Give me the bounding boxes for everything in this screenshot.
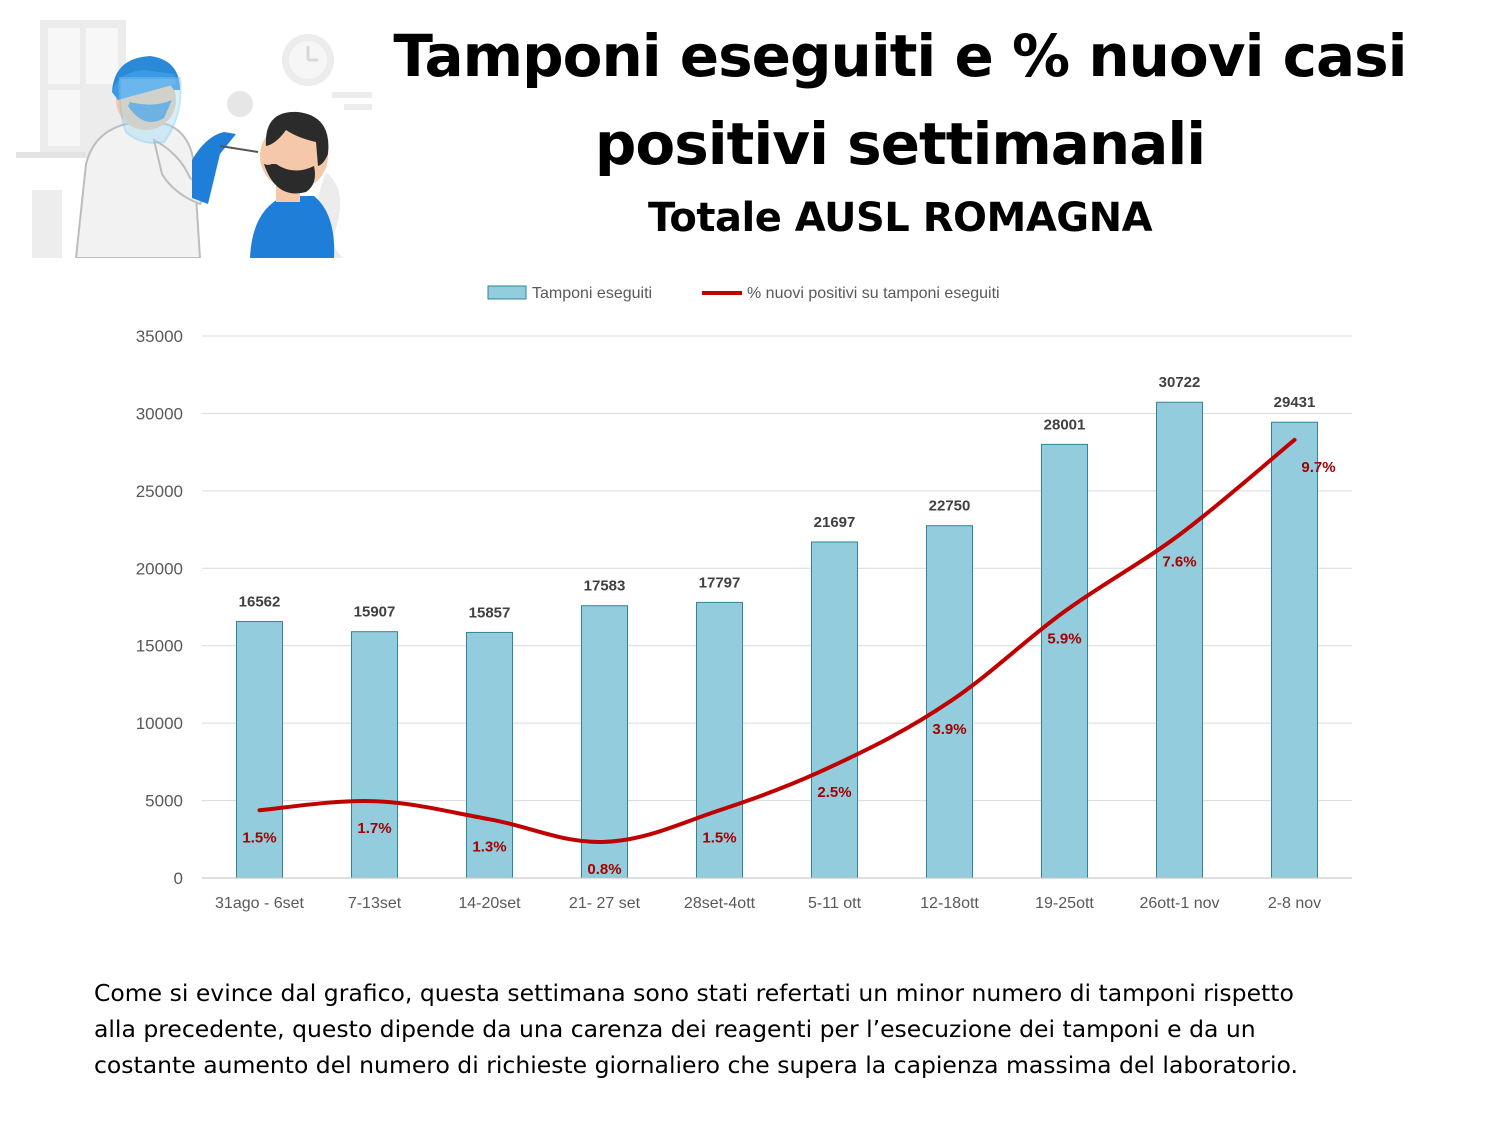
- line-value-label: 7.6%: [1162, 554, 1196, 571]
- caption-line-1: Come si evince dal grafico, questa setti…: [94, 979, 1294, 1007]
- x-tick-label: 12-18ott: [920, 895, 979, 912]
- x-tick-label: 2-8 nov: [1268, 895, 1321, 912]
- bar-value-label: 29431: [1274, 394, 1316, 411]
- bar: [1271, 421, 1318, 879]
- bar-value-label: 17797: [699, 574, 741, 591]
- x-axis: 31ago - 6set 7-13set 14-20set 21- 27 set 28s…: [202, 877, 1352, 912]
- page-title: Tamponi eseguiti e % nuovi casi positivi…: [390, 12, 1410, 188]
- x-tick-label: 28set-4ott: [684, 895, 756, 912]
- line-value-label: 5.9%: [1047, 631, 1081, 648]
- swab-test-illustration-icon: [16, 20, 372, 258]
- y-tick-label: 5000: [145, 792, 183, 811]
- bar: [351, 631, 398, 879]
- bar: [581, 605, 628, 879]
- bar: [236, 621, 283, 879]
- title-line-1: Tamponi eseguiti e % nuovi casi: [393, 22, 1407, 90]
- bar: [811, 541, 858, 879]
- bar-value-label: 30722: [1159, 374, 1201, 391]
- bar: [1156, 401, 1203, 879]
- legend-line-label: % nuovi positivi su tamponi eseguiti: [747, 285, 1000, 302]
- x-tick-label: 21- 27 set: [569, 895, 641, 912]
- bar-data-labels: 16562 15907 15857 17583 17797 21697 22750 28001…: [239, 374, 1316, 621]
- x-tick-label: 7-13set: [348, 895, 402, 912]
- chart-legend: Tamponi eseguiti % nuovi positivi su tam…: [487, 285, 1000, 302]
- y-tick-label: 30000: [136, 404, 183, 423]
- bar-value-label: 15857: [469, 604, 511, 621]
- line-value-label: 1.3%: [472, 838, 506, 855]
- line-data-labels: 1.5% 1.7% 1.3% 0.8% 1.5% 2.5% 3.9% 5.9% 7.6% 9.7%: [242, 459, 1335, 878]
- caption-line-3: costante aumento del numero di richieste…: [94, 1051, 1298, 1079]
- bar: [696, 601, 743, 879]
- y-axis: 0 5000 10000 15000 20000 25000 30000 35000: [136, 327, 183, 888]
- x-tick-label: 5-11 ott: [808, 895, 862, 912]
- bar-series: [236, 401, 1318, 879]
- page-subtitle: Totale AUSL ROMAGNA: [647, 195, 1153, 241]
- bar: [1041, 443, 1088, 879]
- caption-line-2: alla precedente, questo dipende da una c…: [94, 1015, 1256, 1043]
- y-tick-label: 10000: [136, 714, 183, 733]
- bar-value-label: 21697: [814, 514, 856, 531]
- line-path: [257, 437, 1297, 844]
- tests-and-positives-chart: Tamponi eseguiti % nuovi positivi su tam…: [136, 285, 1352, 912]
- line-series: [257, 437, 1297, 844]
- bar-value-label: 28001: [1044, 416, 1086, 433]
- x-tick-label: 14-20set: [458, 895, 521, 912]
- y-tick-label: 20000: [136, 559, 183, 578]
- legend-bar-label: Tamponi eseguiti: [532, 285, 652, 302]
- y-tick-label: 35000: [136, 327, 183, 346]
- bar-value-label: 16562: [239, 594, 281, 611]
- x-tick-label: 31ago - 6set: [215, 895, 305, 912]
- x-tick-label: 26ott-1 nov: [1139, 895, 1219, 912]
- line-value-label: 1.5%: [702, 829, 736, 846]
- line-value-label: 9.7%: [1301, 459, 1335, 476]
- line-value-label: 1.5%: [242, 829, 276, 846]
- line-value-label: 2.5%: [817, 784, 851, 801]
- chart-caption: Come si evince dal grafico, questa setti…: [94, 975, 1434, 1083]
- title-line-2: positivi settimanali: [594, 110, 1206, 178]
- legend-bar-swatch: [487, 285, 527, 300]
- bar-value-label: 15907: [354, 604, 396, 621]
- bar-value-label: 17583: [584, 578, 626, 595]
- bar: [466, 631, 513, 879]
- bar-value-label: 22750: [929, 498, 971, 515]
- line-value-label: 0.8%: [587, 861, 621, 878]
- line-value-label: 3.9%: [932, 721, 966, 738]
- line-value-label: 1.7%: [357, 820, 391, 837]
- x-tick-label: 19-25ott: [1035, 895, 1094, 912]
- y-tick-label: 15000: [136, 637, 183, 656]
- y-tick-label: 25000: [136, 482, 183, 501]
- y-tick-label: 0: [174, 869, 183, 888]
